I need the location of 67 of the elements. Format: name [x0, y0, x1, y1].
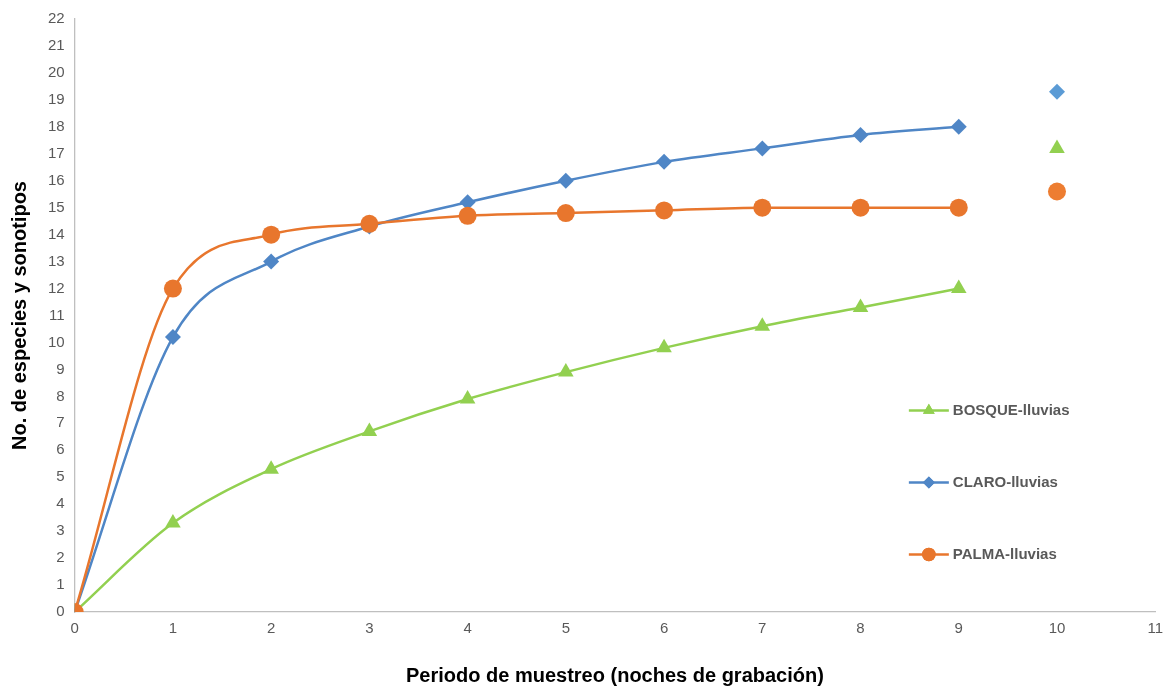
x-tick-label: 0 [70, 619, 79, 637]
x-tick-label: 7 [758, 619, 767, 637]
point [656, 153, 673, 170]
point [851, 198, 870, 217]
point [163, 279, 182, 298]
point [754, 140, 771, 157]
point [852, 298, 869, 312]
point [950, 118, 967, 135]
point [164, 329, 181, 346]
legend-label: CLARO-lluvias [952, 472, 1058, 490]
y-tick-label: 19 [48, 90, 65, 107]
point [1048, 83, 1065, 100]
point [263, 253, 280, 270]
y-axis-title: No. de especies y sonotipos [7, 181, 30, 450]
point [852, 126, 869, 143]
legend-label: BOSQUE-lluvias [952, 400, 1070, 418]
x-axis-title: Periodo de muestreo (noches de grabación) [406, 663, 824, 686]
point [950, 279, 967, 294]
point [949, 198, 968, 217]
y-tick-label: 6 [56, 440, 65, 458]
y-tick-label: 12 [48, 278, 65, 296]
y-tick-label: 16 [48, 170, 65, 188]
point [656, 338, 672, 353]
y-tick-label: 13 [48, 251, 65, 269]
x-tick-label: 4 [463, 619, 472, 637]
point [165, 514, 181, 528]
point [361, 422, 378, 436]
point [263, 460, 279, 474]
y-tick-label: 10 [48, 332, 65, 350]
y-tick-label: 2 [56, 548, 65, 566]
y-tick-label: 22 [48, 9, 65, 27]
point [753, 198, 772, 217]
point [557, 172, 574, 189]
y-tick-label: 15 [48, 197, 65, 215]
y-tick-label: 9 [56, 359, 65, 377]
x-tick-label: 1 [168, 619, 178, 637]
y-tick-label: 17 [48, 143, 65, 161]
y-tick-label: 3 [56, 521, 65, 539]
x-tick-label: 6 [659, 619, 669, 637]
y-tick-label: 20 [48, 63, 65, 81]
point [459, 390, 476, 404]
y-tick-label: 5 [56, 467, 65, 485]
point [360, 214, 379, 233]
point [262, 225, 281, 244]
y-tick-label: 11 [49, 305, 65, 323]
x-tick-label: 3 [365, 619, 374, 637]
y-tick-label: 21 [48, 36, 65, 54]
x-tick-label: 10 [1048, 619, 1066, 637]
x-tick-label: 11 [1147, 619, 1163, 637]
x-tick-label: 5 [561, 619, 571, 637]
point [1047, 182, 1066, 201]
legend-label: PALMA-lluvias [952, 544, 1057, 562]
x-tick-label: 2 [266, 619, 276, 637]
point [458, 206, 477, 225]
y-tick-label: 1 [56, 575, 65, 593]
point [556, 204, 575, 223]
point [655, 201, 674, 220]
y-tick-label: 14 [48, 224, 65, 242]
y-tick-label: 7 [56, 413, 65, 431]
y-tick-label: 18 [48, 116, 65, 134]
x-tick-label: 8 [856, 619, 865, 637]
y-tick-label: 8 [56, 386, 65, 404]
y-tick-label: 4 [56, 494, 65, 512]
point [754, 317, 771, 331]
x-tick-label: 9 [954, 619, 963, 637]
point [558, 363, 574, 377]
y-tick-label: 0 [56, 602, 65, 620]
